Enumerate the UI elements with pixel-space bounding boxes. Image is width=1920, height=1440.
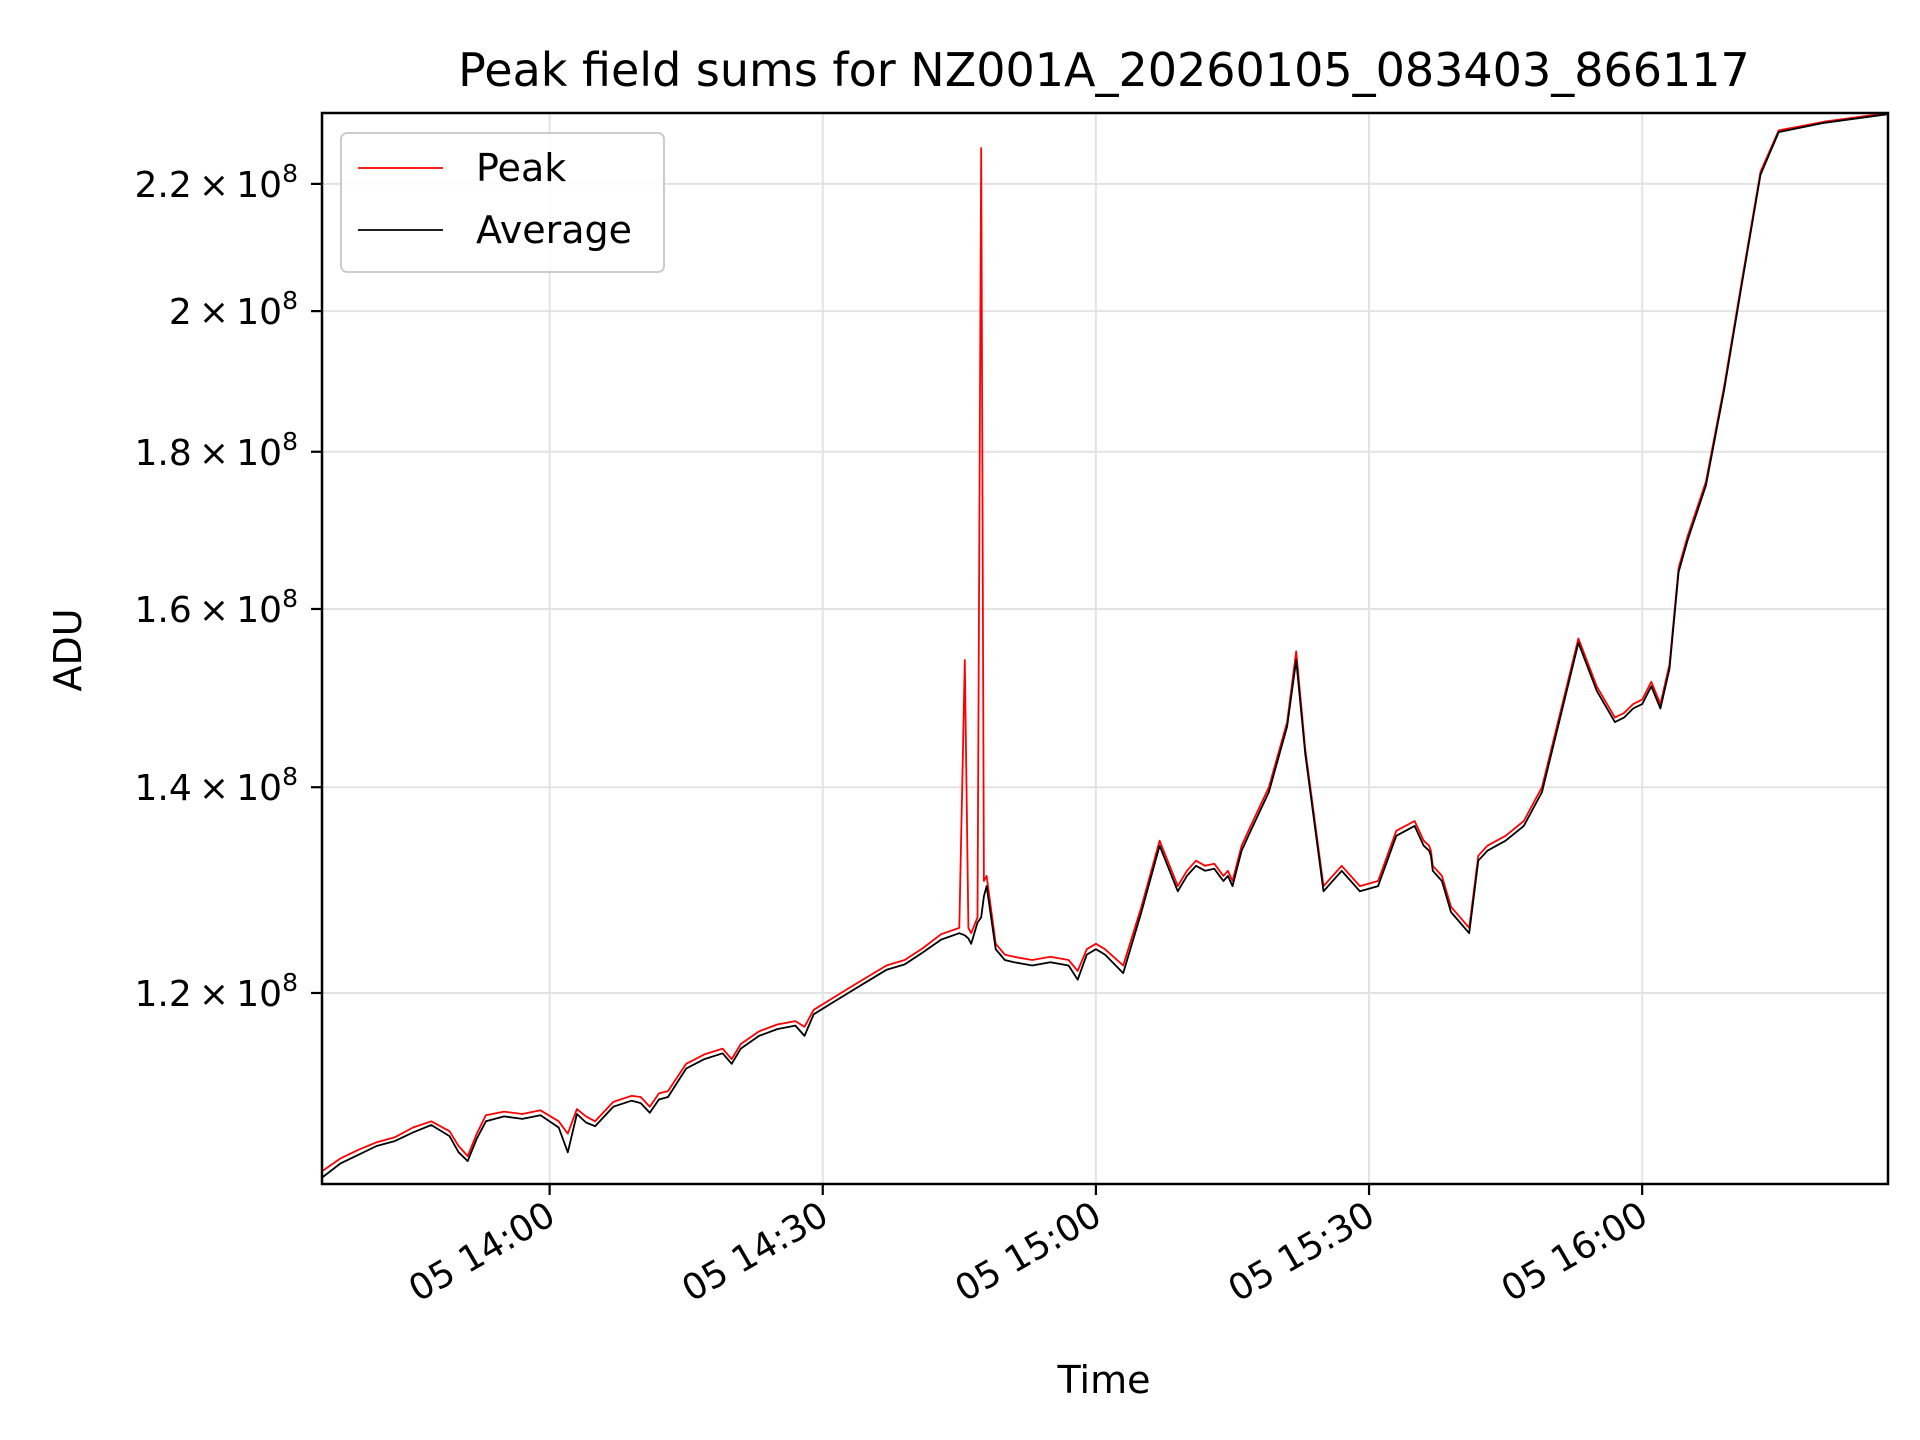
series-line-average	[322, 113, 1888, 1179]
y-tick-label: 1.4 × 108	[134, 762, 298, 809]
plot-area	[322, 113, 1888, 1179]
x-tick-label: 05 15:00	[948, 1194, 1108, 1310]
x-tick-label: 05 14:00	[402, 1194, 562, 1310]
series-line-peak	[322, 113, 1888, 1172]
x-tick-label: 05 15:30	[1222, 1194, 1382, 1310]
y-axis-label: ADU	[46, 608, 90, 691]
y-tick-label: 1.8 × 108	[134, 427, 298, 474]
y-tick-label: 1.2 × 108	[134, 968, 298, 1015]
x-tick-label: 05 16:00	[1495, 1194, 1655, 1310]
plot-frame	[320, 111, 1890, 1186]
x-axis: 05 14:00 05 14:30 05 15:00 05 15:30 05 16:00	[402, 1184, 1655, 1310]
y-tick-label: 1.6 × 108	[134, 584, 298, 631]
y-tick-label: 2 × 108	[169, 286, 298, 333]
legend: Peak Average	[340, 132, 665, 273]
y-tick-label: 2.2 × 108	[134, 159, 298, 206]
grid	[322, 113, 1888, 1184]
legend-label-average: Average	[476, 208, 632, 252]
x-tick-label: 05 14:30	[675, 1194, 835, 1310]
chart-title: Peak field sums for NZ001A_20260105_0834…	[458, 43, 1750, 97]
x-axis-label: Time	[1057, 1358, 1151, 1402]
y-axis: 1.2 × 108 1.4 × 108 1.6 × 108 1.8 × 108 2 × …	[134, 159, 322, 1015]
legend-label-peak: Peak	[476, 146, 566, 190]
